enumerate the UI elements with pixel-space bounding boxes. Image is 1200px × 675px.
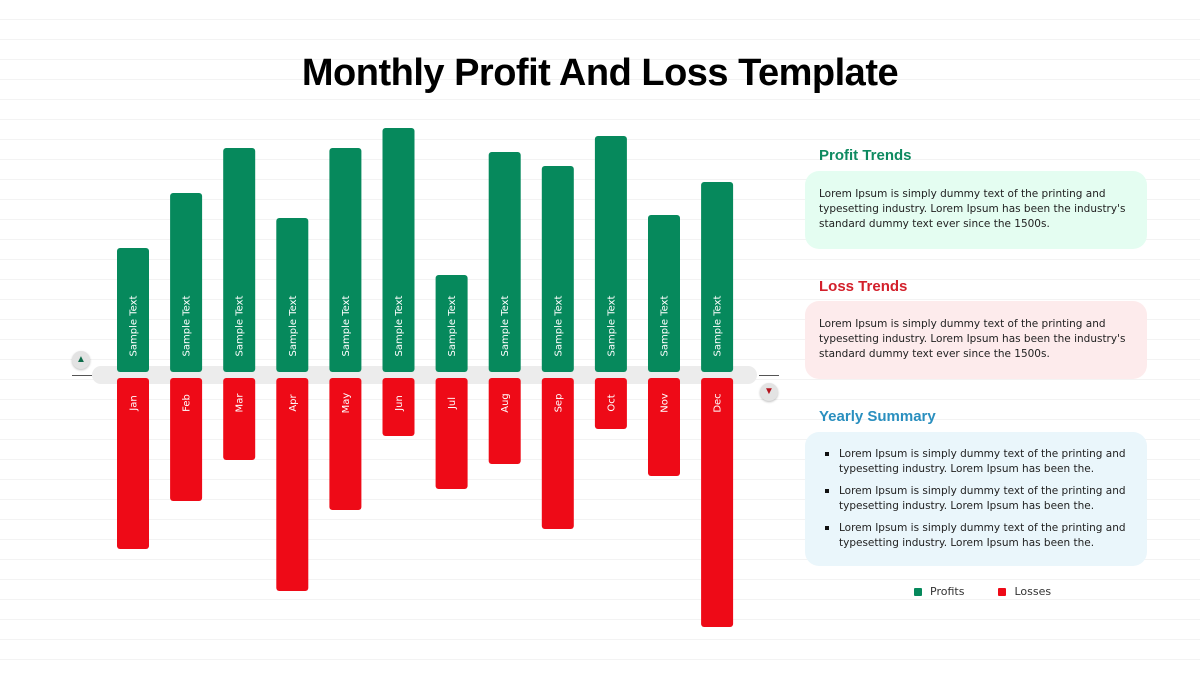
loss-bar-oct	[594, 378, 627, 429]
loss-trends-text: Lorem Ipsum is simply dummy text of the …	[819, 318, 1126, 360]
loss-trends-panel: Lorem Ipsum is simply dummy text of the …	[805, 301, 1147, 379]
profit-loss-chart: Sample Text Jan Sample Text Feb Sample Text M…	[92, 128, 757, 627]
loss-bar-dec	[701, 378, 734, 627]
month-label-jan: Jan	[129, 395, 140, 411]
bar-label-dec: Sample Text	[713, 295, 724, 356]
down-marker: ▼	[760, 383, 778, 401]
profit-bar-may	[329, 148, 362, 372]
legend-item-profits: Profits	[914, 585, 964, 598]
triangle-up-icon: ▲	[76, 354, 86, 365]
legend-label-losses: Losses	[1014, 585, 1052, 598]
month-label-sep: Sep	[553, 394, 564, 413]
bar-label-apr: Sample Text	[288, 295, 299, 356]
profit-bar-feb	[170, 193, 203, 372]
month-label-feb: Feb	[182, 394, 193, 412]
bar-label-mar: Sample Text	[235, 295, 246, 356]
bar-label-jul: Sample Text	[447, 295, 458, 356]
bar-label-sep: Sample Text	[553, 295, 564, 356]
loss-bar-jul	[435, 378, 468, 489]
page-title: Monthly Profit And Loss Template	[301, 52, 899, 94]
loss-trends-heading: Loss Trends	[819, 278, 908, 295]
triangle-down-icon: ▼	[764, 386, 774, 397]
bar-label-nov: Sample Text	[660, 295, 671, 356]
losses-swatch	[998, 587, 1007, 596]
bar-label-feb: Sample Text	[182, 295, 193, 356]
profit-bar-sep	[541, 166, 574, 372]
profit-bar-jun	[382, 128, 415, 372]
profit-trends-heading: Profit Trends	[819, 147, 912, 164]
loss-bar-sep	[541, 378, 574, 529]
loss-bar-may	[329, 378, 362, 510]
month-label-oct: Oct	[606, 394, 617, 411]
month-label-aug: Aug	[500, 393, 511, 413]
profit-bar-apr	[276, 218, 309, 372]
profit-bar-dec	[701, 182, 734, 372]
month-label-dec: Dec	[713, 393, 724, 412]
profit-bar-aug	[488, 152, 521, 372]
summary-item: Lorem Ipsum is simply dummy text of the …	[819, 484, 1133, 514]
summary-item: Lorem Ipsum is simply dummy text of the …	[819, 521, 1133, 551]
loss-bar-aug	[488, 378, 521, 464]
axis-band	[92, 366, 757, 384]
summary-item: Lorem Ipsum is simply dummy text of the …	[819, 447, 1133, 477]
profits-swatch	[914, 587, 922, 596]
loss-bar-apr	[276, 378, 309, 591]
profit-bar-jan	[117, 248, 149, 372]
yearly-summary-heading: Yearly Summary	[819, 408, 936, 425]
yearly-summary-panel: Lorem Ipsum is simply dummy text of the …	[805, 432, 1147, 566]
bar-label-may: Sample Text	[341, 295, 352, 356]
legend-label-profits: Profits	[930, 585, 965, 598]
month-label-jun: Jun	[394, 395, 405, 412]
bar-label-aug: Sample Text	[500, 295, 511, 356]
bar-label-oct: Sample Text	[606, 295, 617, 356]
yearly-summary-list: Lorem Ipsum is simply dummy text of the …	[819, 447, 1133, 551]
profit-trends-panel: Lorem Ipsum is simply dummy text of the …	[805, 171, 1147, 249]
loss-bar-feb	[170, 378, 203, 501]
month-label-jul: Jul	[447, 397, 458, 410]
bar-label-jan: Sample Text	[129, 295, 140, 356]
profit-bar-nov	[648, 215, 680, 372]
up-marker: ▲	[72, 351, 90, 369]
loss-bar-nov	[648, 378, 680, 476]
loss-bar-jan	[117, 378, 149, 549]
month-label-mar: Mar	[235, 393, 246, 413]
up-marker-line	[72, 375, 92, 376]
profit-bar-oct	[594, 136, 627, 372]
profit-trends-text: Lorem Ipsum is simply dummy text of the …	[819, 188, 1126, 230]
bar-label-jun: Sample Text	[394, 295, 405, 356]
chart-legend: Profits Losses	[914, 585, 1051, 598]
month-label-may: May	[341, 393, 352, 414]
loss-bar-mar	[223, 378, 256, 460]
profit-bar-jul	[435, 275, 468, 372]
month-label-nov: Nov	[660, 393, 671, 413]
profit-bar-mar	[223, 148, 256, 372]
legend-item-losses: Losses	[998, 585, 1051, 598]
loss-bar-jun	[382, 378, 415, 436]
month-label-apr: Apr	[288, 393, 299, 411]
down-marker-line	[759, 375, 779, 376]
